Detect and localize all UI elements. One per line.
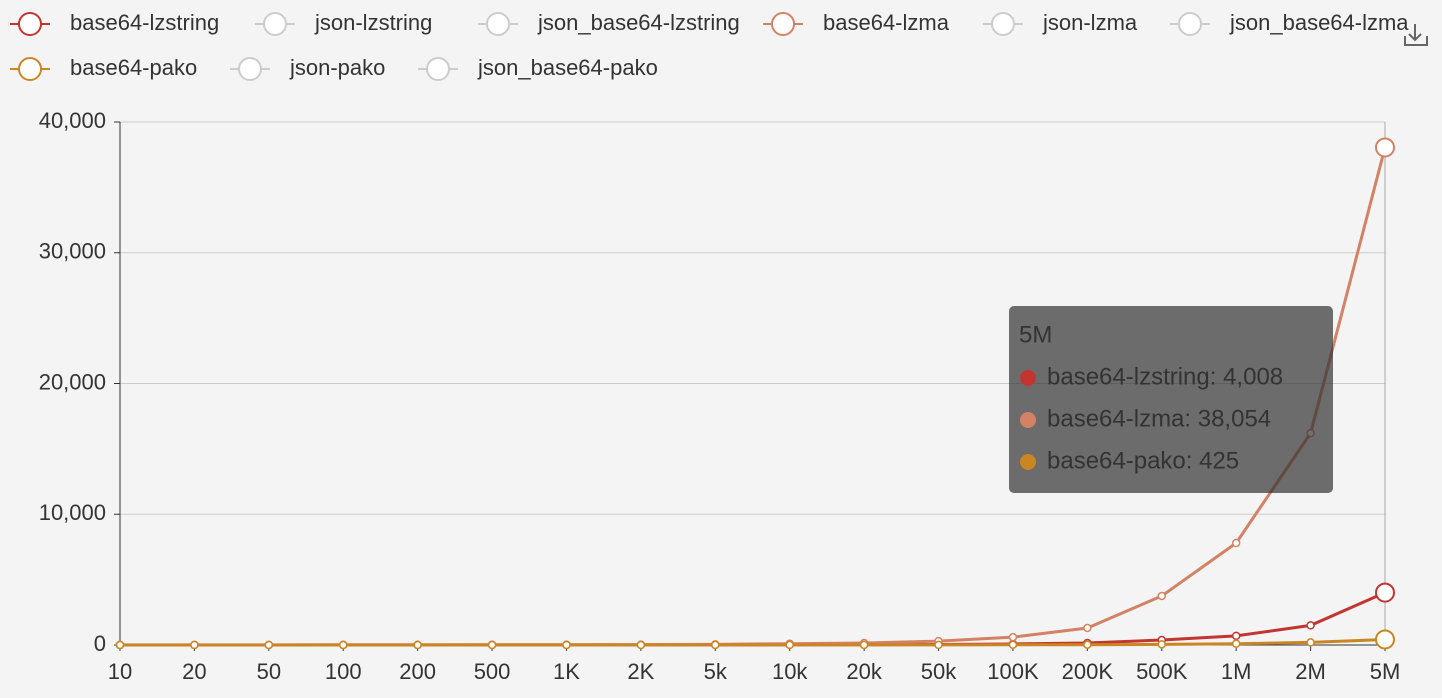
tooltip-item: base64-lzma: 38,054 <box>1047 405 1271 432</box>
tooltip-box <box>1009 306 1333 493</box>
data-point <box>115 640 125 650</box>
data-point <box>1375 137 1395 158</box>
x-tick-label: 1K <box>553 659 580 684</box>
data-point <box>1008 632 1018 642</box>
tooltip-item: base64-pako: 425 <box>1047 447 1239 474</box>
data-point <box>785 640 794 650</box>
legend-item[interactable]: json_base64-lzstring <box>478 10 740 36</box>
legend-label: base64-pako <box>70 55 197 80</box>
x-tick-label: 20k <box>846 659 882 684</box>
x-tick-label: 2M <box>1295 659 1326 684</box>
data-point <box>1157 640 1167 649</box>
y-tick-label: 20,000 <box>39 369 106 394</box>
tooltip-item: base64-lzstring: 4,008 <box>1047 363 1283 390</box>
legend-label: json-lzma <box>1042 10 1138 35</box>
data-point <box>1231 631 1241 641</box>
legend-item[interactable]: json-lzstring <box>255 10 432 36</box>
legend-item[interactable]: base64-lzstring <box>10 10 219 36</box>
legend-label: json_base64-lzma <box>1229 10 1409 35</box>
legend-icon-circle <box>486 12 510 36</box>
legend-icon-circle <box>426 57 450 81</box>
tooltip-dot <box>1020 454 1036 470</box>
x-tick-label: 50 <box>257 659 281 684</box>
x-tick-label: 1M <box>1221 659 1252 684</box>
data-point <box>636 640 646 650</box>
data-point <box>190 640 199 650</box>
y-tick-label: 10,000 <box>39 500 106 525</box>
y-tick-label: 40,000 <box>39 108 106 133</box>
data-point <box>1375 629 1395 650</box>
x-tick-label: 200 <box>399 659 436 684</box>
tooltip-title: 5M <box>1019 321 1052 348</box>
x-tick-label: 5k <box>704 659 728 684</box>
legend-label: base64-lzstring <box>70 10 219 35</box>
data-point <box>934 640 943 650</box>
y-tick-label: 30,000 <box>39 239 106 264</box>
legend-label: json-lzstring <box>314 10 432 35</box>
x-tick-label: 10k <box>772 659 808 684</box>
data-point <box>1306 621 1315 630</box>
x-tick-label: 500K <box>1136 659 1188 684</box>
x-tick-label: 20 <box>182 659 206 684</box>
data-point <box>1375 582 1395 603</box>
legend-icon-circle <box>991 12 1015 36</box>
data-point <box>338 640 348 650</box>
series-line <box>120 637 1386 647</box>
legend-label: json_base64-pako <box>477 55 658 80</box>
legend-label: json_base64-lzstring <box>537 10 740 35</box>
data-point <box>413 640 422 650</box>
legend-icon-circle <box>1178 12 1202 36</box>
legend-icon-circle <box>238 57 262 81</box>
data-point <box>1083 623 1092 633</box>
download-icon[interactable] <box>1404 24 1428 46</box>
data-point <box>264 640 274 650</box>
legend-item[interactable]: base64-pako <box>10 55 197 81</box>
download-glyph[interactable] <box>1404 24 1428 46</box>
data-point <box>711 640 720 650</box>
legend-item[interactable]: json-lzma <box>983 10 1138 36</box>
legend-item[interactable]: json_base64-pako <box>418 55 658 81</box>
data-point <box>1231 639 1241 648</box>
data-point <box>562 640 571 650</box>
data-point <box>1231 538 1241 548</box>
legend-label: base64-lzma <box>823 10 950 35</box>
legend-icon-circle <box>263 12 287 36</box>
x-tick-label: 200K <box>1062 659 1114 684</box>
legend-icon-circle <box>18 12 42 36</box>
x-tick-label: 2K <box>627 659 654 684</box>
data-point <box>1083 640 1092 649</box>
legend-icon-circle <box>18 57 42 81</box>
legend-icon-circle <box>771 12 795 36</box>
legend-item[interactable]: json-pako <box>230 55 385 81</box>
x-tick-label: 5M <box>1370 659 1401 684</box>
legend-item[interactable]: base64-lzma <box>763 10 950 36</box>
legend-label: json-pako <box>289 55 385 80</box>
x-tick-label: 100K <box>987 659 1039 684</box>
data-point <box>1306 638 1315 647</box>
y-tick-label: 0 <box>94 631 106 656</box>
x-tick-label: 10 <box>108 659 132 684</box>
data-point <box>1157 591 1167 601</box>
x-tick-label: 50k <box>921 659 957 684</box>
data-point <box>859 640 869 650</box>
x-tick-label: 100 <box>325 659 362 684</box>
x-tick-label: 500 <box>474 659 511 684</box>
data-point <box>487 640 497 650</box>
data-point <box>1008 640 1018 650</box>
tooltip: 5M base64-lzstring: 4,008 base64-lzma: 38,… <box>1009 306 1333 493</box>
legend-item[interactable]: json_base64-lzma <box>1170 10 1409 36</box>
tooltip-dot <box>1020 370 1036 386</box>
tooltip-dot <box>1020 412 1036 428</box>
